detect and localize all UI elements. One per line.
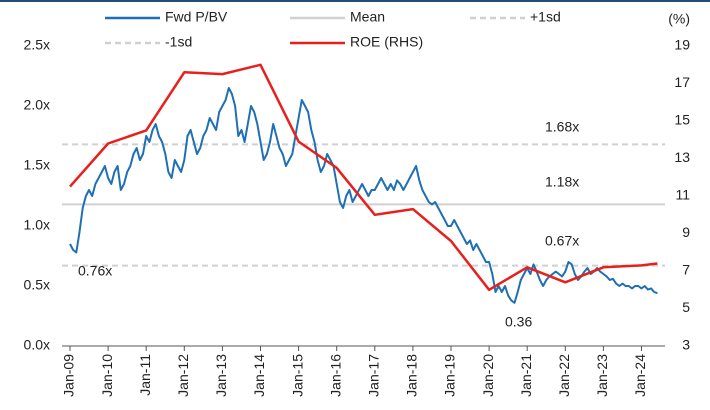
legend-label: Mean: [350, 9, 385, 25]
x-tick-label: Jan-11: [137, 354, 153, 396]
annotation: 0.76x: [78, 263, 112, 279]
x-tick-label: Jan-18: [404, 354, 420, 397]
series-line: [69, 63, 658, 292]
legend-label: -1sd: [165, 34, 192, 50]
y2-tick-label: 3: [682, 337, 690, 353]
x-tick-label: Jan-17: [366, 354, 382, 397]
y2-tick-label: 7: [682, 262, 690, 278]
x-tick-label: Jan-23: [594, 354, 610, 397]
annotation: 0.36: [505, 314, 532, 330]
x-tick-label: Jan-13: [213, 354, 229, 397]
y2-tick-label: 11: [675, 187, 690, 203]
y2-tick-label: 13: [674, 149, 690, 165]
x-tick-label: Jan-14: [251, 354, 267, 397]
y2-tick-label: 5: [682, 299, 690, 315]
x-tick-label: Jan-19: [442, 354, 458, 397]
x-tick-label: Jan-12: [175, 354, 191, 397]
y-tick-label: 2.5x: [24, 37, 50, 53]
y2-tick-label: 19: [674, 37, 690, 53]
x-tick-label: Jan-22: [556, 354, 572, 397]
legend-label: +1sd: [530, 9, 561, 25]
annotation: 0.67x: [545, 233, 579, 249]
y-tick-label: 2.0x: [24, 97, 50, 113]
y-tick-label: 0.0x: [24, 337, 50, 353]
annotation: 1.68x: [545, 119, 579, 135]
x-tick-label: Jan-20: [480, 354, 496, 397]
y2-tick-label: 15: [674, 112, 690, 128]
y-tick-label: 1.0x: [24, 217, 50, 233]
series-line: [69, 87, 658, 304]
x-tick-label: Jan-16: [327, 354, 343, 397]
y2-tick-label: 17: [674, 74, 690, 90]
y-tick-label: 1.5x: [24, 157, 50, 173]
y2-tick-label: 9: [682, 224, 690, 240]
legend-label: ROE (RHS): [350, 34, 423, 50]
y-tick-label: 0.5x: [24, 277, 50, 293]
x-tick-label: Jan-21: [518, 354, 534, 397]
x-tick-label: Jan-24: [632, 354, 648, 397]
y2-unit: (%): [668, 11, 690, 27]
x-tick-label: Jan-09: [61, 354, 77, 397]
annotation: 1.18x: [545, 174, 579, 190]
x-tick-label: Jan-10: [99, 354, 115, 397]
x-tick-label: Jan-15: [289, 354, 305, 397]
legend-label: Fwd P/BV: [165, 9, 228, 25]
